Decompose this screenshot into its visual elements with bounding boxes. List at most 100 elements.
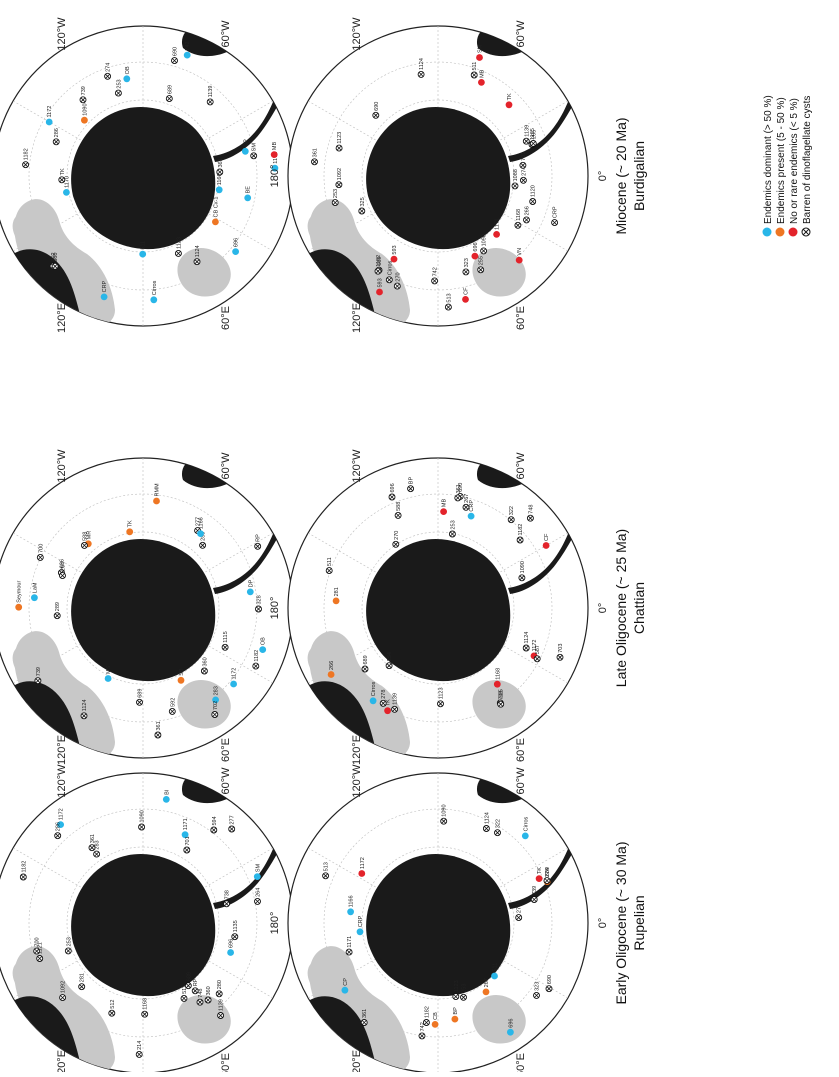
cross-icon	[395, 513, 401, 518]
site-label: 1090	[442, 804, 448, 816]
site-label: 1168	[495, 668, 501, 680]
site-label: MR	[86, 531, 92, 540]
site-label: MB	[479, 69, 485, 78]
site-label: 281	[80, 973, 86, 982]
site-label: 594	[212, 816, 218, 825]
graticule-label: 120°W	[351, 764, 363, 798]
cross-icon	[534, 656, 540, 662]
site-marker-present: 266	[327, 661, 335, 678]
cross-icon	[217, 169, 223, 175]
site-marker-barren: 264	[254, 888, 262, 905]
site-label: 742	[185, 41, 191, 50]
site-dot-icon	[521, 832, 529, 840]
site-marker-barren: 689	[136, 689, 144, 706]
site-label: 328	[257, 595, 263, 604]
cross-icon	[255, 899, 260, 904]
site-label: 1090	[82, 103, 88, 115]
site-label: 511	[327, 557, 333, 566]
site-marker-rare: TK	[384, 699, 392, 715]
site-label: 1166	[199, 517, 205, 529]
site-label: 214	[137, 1041, 143, 1050]
site-label: 1092	[337, 168, 343, 180]
site-label: 1171	[273, 152, 279, 164]
site-label: BE	[246, 186, 252, 194]
cross-icon	[438, 701, 443, 707]
site-marker-barren: 592	[168, 698, 176, 715]
cross-icon	[478, 267, 483, 273]
site-marker-barren: 1139	[391, 693, 399, 713]
submerged-plateau	[307, 643, 339, 679]
panel-title: Early Oligocene (~ 30 Ma)	[613, 841, 629, 1004]
cross-icon	[534, 993, 539, 998]
panel-late-oligocene: Cirros CRP 270 TK 1172 1168 281 278 1124 1123 CF MB…	[269, 449, 647, 765]
legend-dot-icon	[775, 227, 785, 237]
site-label: 689	[167, 85, 173, 94]
site-label: 270	[395, 272, 401, 281]
site-marker-barren: 1168	[141, 998, 149, 1018]
site-label: TK	[507, 93, 513, 100]
site-marker-dominant: Cirros	[369, 681, 377, 705]
cross-icon	[312, 159, 317, 165]
site-label: 1123	[176, 237, 182, 249]
site-label: 1165	[530, 128, 536, 140]
site-label: 696	[508, 1019, 514, 1028]
site-label: 322	[509, 506, 515, 515]
site-marker-barren: 1090	[138, 810, 146, 831]
site-marker-barren: 361	[454, 484, 462, 502]
graticule-label: 120°W	[56, 764, 68, 798]
site-marker-barren: 1115	[221, 631, 229, 651]
site-marker-dominant: 1172	[230, 668, 238, 688]
site-label: 283	[214, 686, 220, 695]
site-label: CB	[433, 1012, 439, 1020]
cross-icon	[184, 847, 190, 853]
site-marker-barren: 361	[360, 1009, 368, 1026]
site-marker-barren: 325	[358, 197, 366, 215]
site-marker-barren: 594	[210, 816, 218, 834]
site-label: 280	[201, 532, 207, 541]
site-dot-icon	[162, 796, 170, 803]
cross-icon	[197, 999, 203, 1005]
site-marker-barren: 270	[392, 531, 400, 548]
cross-icon	[419, 1033, 425, 1039]
cross-icon	[256, 606, 261, 612]
site-marker-barren: 1092	[335, 168, 343, 189]
site-marker-barren: 255	[477, 256, 485, 274]
cross-icon	[481, 248, 486, 254]
site-marker-barren: 328	[255, 595, 263, 613]
site-dot-icon	[535, 875, 543, 882]
site-marker-rare: 1172	[358, 857, 366, 877]
site-marker-rare: MB	[270, 142, 278, 158]
site-marker-present: 1090	[81, 103, 88, 124]
site-label: 1115	[223, 631, 229, 642]
site-label: 696	[473, 242, 479, 251]
site-marker-rare: CF	[542, 533, 550, 549]
site-marker-barren: 274	[104, 63, 112, 80]
site-label: 323	[535, 982, 541, 991]
site-dot-icon	[358, 870, 366, 877]
site-label: LaM	[32, 582, 38, 593]
site-marker-barren: 1124	[522, 632, 530, 652]
submerged-plateau	[177, 248, 231, 297]
site-label: DP	[248, 579, 254, 587]
site-label: 264	[61, 562, 67, 571]
site-label: Cirros	[523, 816, 529, 831]
site-label: 253	[66, 937, 72, 946]
site-marker-rare: MB	[440, 499, 448, 515]
site-label: 689	[545, 867, 551, 876]
site-marker-dominant: 511	[139, 241, 147, 258]
cross-icon	[212, 712, 218, 717]
site-label: BI	[164, 789, 170, 795]
site-marker-barren: 1182	[374, 255, 382, 275]
site-dot-icon	[270, 151, 278, 158]
site-dot-icon	[356, 928, 364, 936]
site-dot-icon	[230, 680, 237, 688]
site-label: 1121	[38, 942, 44, 954]
site-marker-dominant: OB	[123, 66, 131, 83]
site-label: 1139	[219, 999, 225, 1011]
site-label: 696	[390, 483, 396, 492]
graticule-label: 0°	[597, 171, 609, 182]
site-marker-dominant: Cirros	[150, 280, 158, 304]
site-marker-dominant: 1166	[347, 895, 355, 916]
site-label: 280	[217, 980, 223, 989]
cross-icon	[323, 873, 328, 879]
